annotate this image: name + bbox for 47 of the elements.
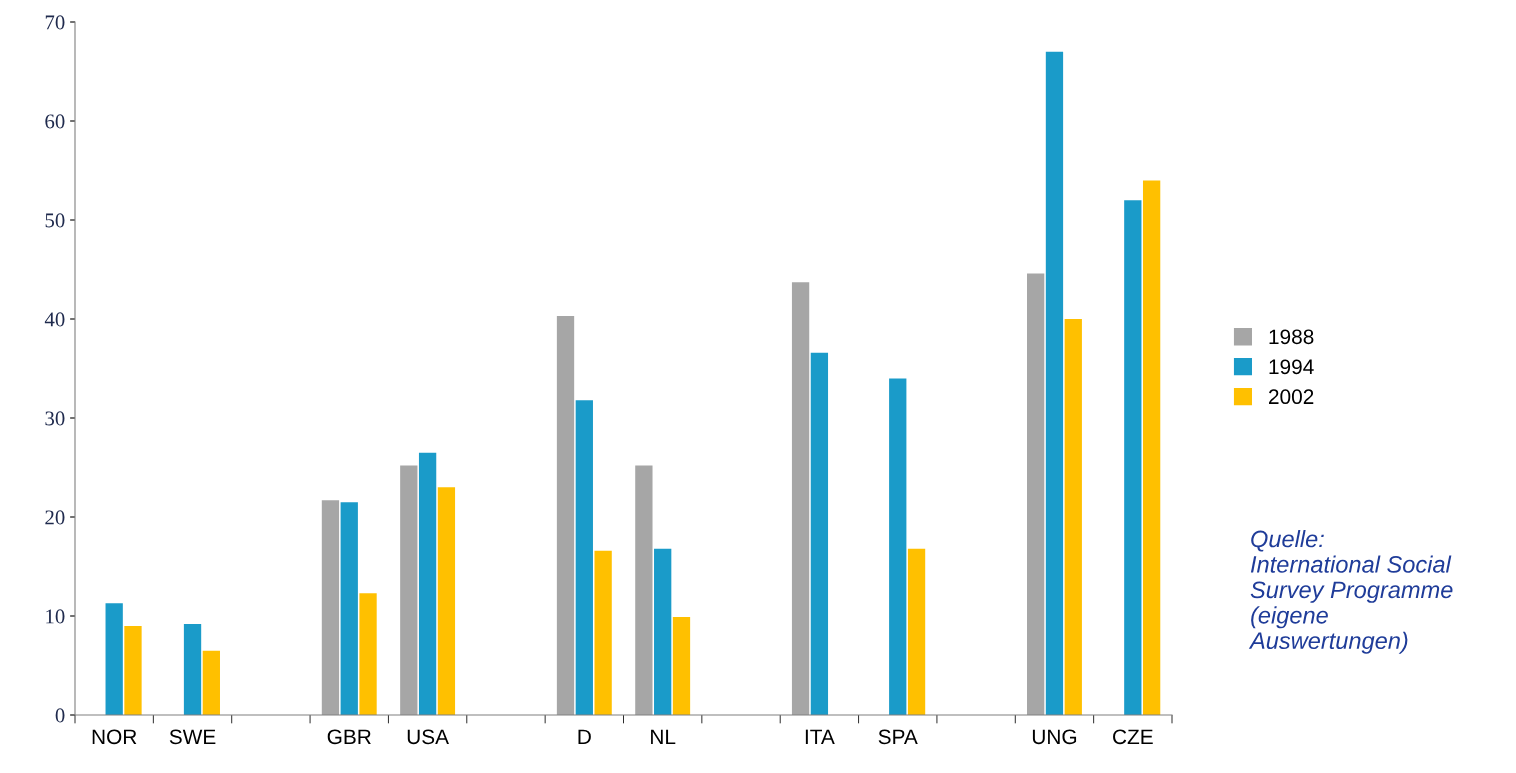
bar [340, 502, 358, 715]
bar [1064, 319, 1082, 715]
bar [889, 378, 907, 715]
x-tick-label: NOR [92, 729, 137, 745]
legend-label: 2002 [1269, 389, 1314, 405]
x-tick-label: NL [651, 729, 676, 744]
y-tick-label: 30 [45, 411, 65, 426]
x-tick-label: GBR [327, 729, 371, 745]
bar [575, 400, 593, 715]
bar [907, 548, 926, 715]
bar [359, 593, 377, 715]
y-tick-label: 70 [45, 15, 65, 30]
source-note: Quelle: International Social Survey Programme (eigene Auswertungen) [1248, 530, 1453, 654]
legend-label: 1988 [1269, 329, 1314, 345]
bar [321, 500, 340, 715]
bar [635, 465, 653, 715]
x-tick-label: UNG [1032, 729, 1077, 745]
bar [124, 625, 142, 715]
bar [437, 487, 456, 715]
bar [1045, 51, 1064, 715]
x-tick-label: USA [407, 729, 449, 745]
y-tick-label: 10 [46, 609, 65, 624]
x-tick-label: D [578, 729, 591, 744]
bar [202, 650, 220, 715]
legend-label: 1994 [1269, 359, 1314, 375]
bar [1124, 200, 1142, 715]
x-tick-label: SPA [878, 729, 918, 745]
y-tick-label: 40 [44, 312, 65, 327]
bar [791, 282, 810, 715]
bar [1142, 180, 1161, 715]
y-tick-label: 20 [45, 510, 65, 525]
bar [105, 603, 123, 715]
bar [556, 316, 575, 715]
x-tick-label: ITA [805, 729, 835, 744]
bar [183, 623, 202, 715]
y-tick-label: 0 [55, 708, 65, 723]
bar [672, 616, 691, 715]
y-tick-label: 60 [45, 114, 65, 129]
y-tick-label: 50 [45, 213, 65, 228]
bar [810, 352, 829, 715]
bar [594, 550, 612, 715]
bar [418, 452, 437, 715]
x-tick-label: SWE [169, 729, 216, 745]
bar [1027, 273, 1045, 715]
x-tick-label: CZE [1113, 729, 1153, 745]
bar [400, 465, 418, 715]
bar [654, 548, 672, 715]
